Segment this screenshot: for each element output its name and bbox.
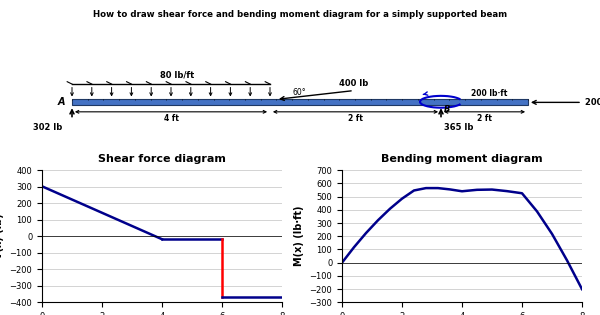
Text: 200 lb·ft: 200 lb·ft	[471, 89, 508, 98]
Text: 302 lb: 302 lb	[34, 123, 62, 132]
Text: B: B	[444, 105, 451, 114]
Text: 60°: 60°	[293, 89, 307, 97]
Text: 200 lb: 200 lb	[585, 98, 600, 107]
Title: Shear force diagram: Shear force diagram	[98, 154, 226, 164]
Title: Bending moment diagram: Bending moment diagram	[381, 154, 543, 164]
Text: 2 ft: 2 ft	[477, 114, 492, 123]
Y-axis label: V(x) (lb): V(x) (lb)	[0, 213, 4, 259]
Text: 400 lb: 400 lb	[340, 79, 368, 88]
Text: Draw Shear Force and Bending Moment | Type of Beam | Construction Article: Draw Shear Force and Bending Moment | Ty…	[133, 32, 467, 42]
Text: How to draw shear force and bending moment diagram for a simply supported beam: How to draw shear force and bending mome…	[93, 10, 507, 19]
Text: 4 ft: 4 ft	[164, 114, 178, 123]
Y-axis label: M(x) (lb·ft): M(x) (lb·ft)	[294, 206, 304, 266]
Text: A: A	[58, 97, 65, 107]
Text: 2 ft: 2 ft	[348, 114, 363, 123]
Text: 80 lb/ft: 80 lb/ft	[160, 71, 194, 80]
Bar	[72, 100, 528, 105]
Text: 365 lb: 365 lb	[445, 123, 473, 132]
